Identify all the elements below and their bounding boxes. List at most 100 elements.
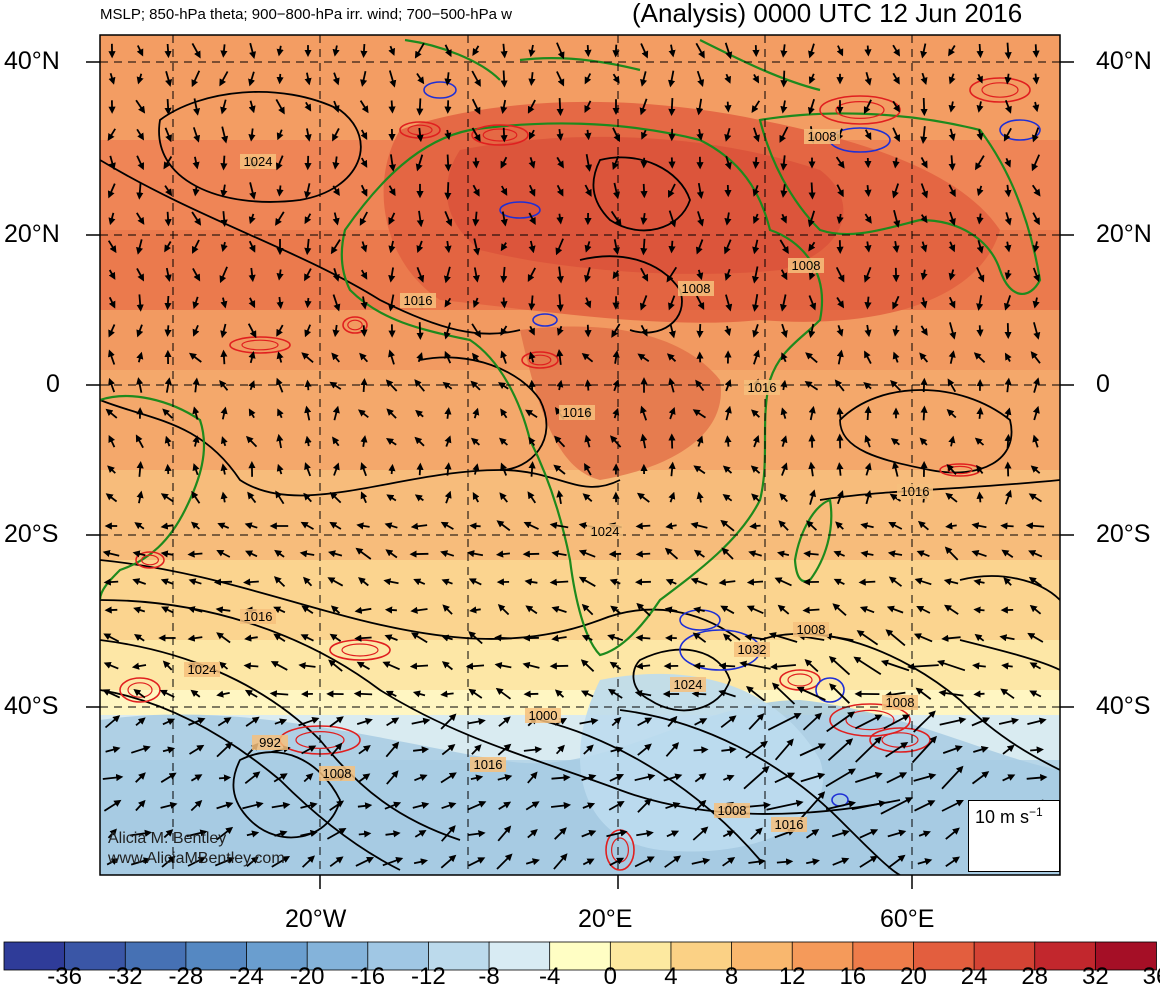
wind-arrow [668, 240, 676, 254]
wind-arrow [189, 744, 205, 755]
wind-arrow [612, 350, 620, 364]
wind-arrow [187, 606, 203, 614]
wind-arrow [332, 127, 340, 142]
wind-arrow [130, 857, 151, 866]
wind-arrow [1028, 493, 1042, 503]
ascent-contour [845, 709, 895, 731]
wind-arrow [666, 266, 678, 283]
wind-arrow [722, 494, 733, 502]
wind-arrow [724, 379, 732, 392]
wind-arrow [608, 801, 625, 811]
wind-arrow [528, 436, 536, 446]
wind-arrow [132, 578, 146, 586]
wind-arrow [695, 239, 704, 255]
wind-arrow [471, 323, 482, 339]
wind-arrow [443, 266, 451, 284]
wind-arrow [948, 155, 956, 171]
lat-label-40n-left: 40°N [4, 47, 60, 75]
wind-arrow [774, 577, 792, 587]
wind-arrow [668, 295, 676, 311]
wind-arrow [248, 71, 256, 87]
wind-arrow [916, 550, 930, 558]
wind-arrow [275, 211, 285, 226]
wind-arrow [275, 490, 285, 505]
wind-arrow [472, 463, 480, 475]
wind-arrow [583, 744, 594, 755]
wind-arrow [778, 520, 789, 531]
wind-arrow [972, 662, 986, 670]
wind-arrow [665, 522, 677, 530]
wind-arrow [805, 828, 820, 839]
wind-arrow [549, 521, 569, 529]
isobar-label-bg [734, 642, 770, 657]
wind-arrow [332, 462, 340, 476]
wind-arrow [300, 801, 318, 809]
wind-arrow [893, 209, 901, 228]
wind-arrow [883, 714, 911, 730]
wind-arrow [948, 211, 956, 226]
wind-arrow [695, 379, 705, 392]
wind-arrow [859, 855, 878, 868]
wind-arrow [444, 44, 452, 58]
wind-arrow [243, 578, 259, 586]
wind-arrow [835, 156, 845, 169]
wind-arrow [498, 437, 508, 446]
wind-arrow [105, 746, 121, 754]
wind-arrow [913, 633, 933, 643]
wind-arrow [354, 634, 372, 642]
wind-arrow [160, 550, 174, 558]
wind-arrow [416, 127, 424, 143]
wind-arrow [135, 772, 146, 783]
wind-arrow [220, 297, 228, 309]
descent-contour [499, 201, 541, 219]
wind-arrow [388, 154, 396, 172]
isobar [592, 156, 691, 232]
wind-arrow [248, 351, 256, 364]
wind-arrow [976, 185, 984, 197]
isobar [959, 575, 1060, 671]
coastline [758, 112, 1042, 296]
wind-arrow [332, 156, 340, 170]
wind-arrow [388, 185, 396, 197]
wind-arrow [920, 269, 928, 281]
ascent-contour [342, 316, 368, 334]
wind-arrow [356, 661, 370, 670]
wind-arrow [973, 578, 985, 586]
wind-arrow [134, 634, 145, 642]
wind-arrow [440, 550, 455, 558]
wind-arrow [696, 324, 704, 339]
wind-arrow [581, 830, 597, 838]
wind-arrow [160, 493, 174, 503]
wind-arrow [164, 463, 172, 475]
colorbar-swatch [973, 941, 1036, 971]
wind-arrow [107, 128, 116, 142]
wind-arrow [360, 269, 368, 280]
wind-arrow [863, 99, 872, 115]
isobar-label: 1008 [792, 258, 821, 273]
wind-arrow [471, 127, 481, 142]
wind-arrow [855, 736, 882, 763]
wind-arrow [136, 324, 144, 338]
isobar-label-bg [771, 817, 807, 832]
wind-arrow [468, 830, 486, 838]
wind-arrow [634, 856, 655, 868]
wind-arrow [441, 825, 456, 842]
isobar-label: 1008 [797, 622, 826, 637]
colorbar-swatch [3, 941, 66, 971]
wind-arrow [495, 687, 512, 700]
wind-arrow [915, 687, 932, 700]
colorbar-tick-label: 24 [960, 963, 988, 990]
wind-arrow [974, 633, 985, 642]
wind-arrow [917, 520, 929, 531]
wind-arrow [722, 830, 735, 838]
wind-arrow [1029, 604, 1042, 615]
wind-arrow [892, 240, 900, 254]
wind-arrow [106, 858, 119, 866]
wind-arrow [500, 156, 508, 169]
wind-arrow [724, 405, 732, 421]
wind-arrow [720, 605, 735, 615]
wind-arrow [528, 295, 536, 311]
wind-arrow [360, 44, 368, 59]
wind-arrow [248, 100, 256, 114]
wind-arrow [471, 352, 480, 363]
